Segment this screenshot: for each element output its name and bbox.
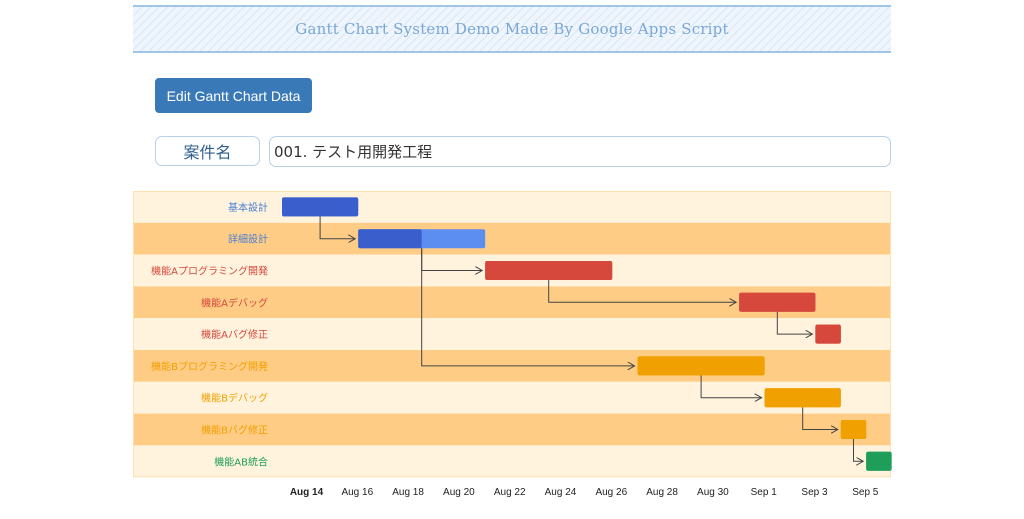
task-progress	[282, 197, 359, 217]
dependency-arrow	[548, 280, 737, 302]
x-tick-label: Aug 14	[290, 487, 324, 498]
task-label: 機能Aデバッグ	[201, 296, 268, 309]
gantt-row	[133, 413, 891, 446]
task-label: 機能Bデバッグ	[201, 392, 268, 405]
dependency-arrow	[700, 375, 762, 397]
x-tick-label: Aug 18	[392, 487, 424, 498]
task-label: 機能Bプログラミング開発	[151, 360, 268, 373]
x-tick-label: Sep 3	[801, 487, 828, 498]
task-label: 機能Aプログラミング開発	[151, 265, 268, 278]
dependency-arrow	[802, 407, 838, 429]
x-tick-label: Aug 22	[494, 487, 526, 498]
x-tick-label: Sep 5	[852, 487, 879, 498]
dependency-arrow	[319, 216, 355, 238]
task-progress	[739, 292, 816, 312]
task-progress	[485, 261, 613, 280]
x-tick-label: Aug 20	[443, 487, 475, 498]
task-label: 機能Bバグ修正	[201, 424, 268, 437]
task-label: 詳細設計	[228, 233, 268, 246]
project-name-label: 案件名	[155, 136, 260, 166]
task-label: 基本設計	[228, 201, 268, 214]
task-progress	[764, 388, 841, 408]
task-label: 機能AB統合	[214, 455, 268, 468]
task-progress	[866, 451, 892, 471]
edit-gantt-data-button[interactable]: Edit Gantt Chart Data	[155, 78, 312, 113]
dependency-arrow	[853, 439, 864, 461]
gantt-row	[133, 318, 891, 350]
x-tick-label: Aug 24	[545, 487, 577, 498]
project-name-input[interactable]	[269, 136, 891, 167]
x-tick-label: Aug 28	[646, 487, 678, 498]
x-tick-label: Aug 30	[697, 487, 729, 498]
gantt-row	[133, 191, 891, 223]
task-progress	[840, 420, 867, 439]
dependency-arrow	[421, 248, 635, 366]
task-progress	[815, 324, 841, 344]
dependency-arrow	[776, 311, 812, 334]
task-progress	[358, 229, 422, 249]
gantt-row	[133, 445, 891, 478]
page-title: Gantt Chart System Demo Made By Google A…	[295, 20, 729, 38]
x-tick-label: Aug 16	[341, 487, 373, 498]
x-tick-label: Aug 26	[595, 487, 627, 498]
task-progress	[637, 356, 765, 376]
x-tick-label: Sep 1	[751, 487, 778, 498]
page-header: Gantt Chart System Demo Made By Google A…	[133, 5, 891, 53]
task-label: 機能Aバグ修正	[201, 328, 268, 341]
gantt-frame	[133, 191, 891, 478]
gantt-row	[133, 222, 891, 255]
